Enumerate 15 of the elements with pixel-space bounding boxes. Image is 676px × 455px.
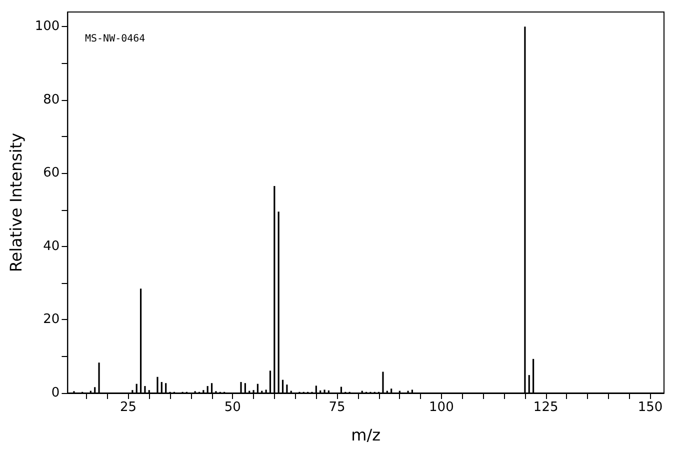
x-tick-label: 125 xyxy=(533,400,558,415)
x-tick-label: 150 xyxy=(638,400,663,415)
y-tick-label: 20 xyxy=(43,312,60,328)
y-axis-title: Relative Intensity xyxy=(6,132,26,272)
x-tick-label: 100 xyxy=(429,400,454,415)
y-tick-label: 100 xyxy=(34,19,60,34)
x-tick-label: 75 xyxy=(328,400,346,415)
x-axis-title: m/z xyxy=(351,426,381,444)
x-tick-label: 50 xyxy=(224,400,241,415)
y-tick-label: 0 xyxy=(51,386,60,400)
y-tick-label: 40 xyxy=(43,238,60,254)
annotation: MS-NW-0464 xyxy=(85,34,146,44)
x-tick-label: 25 xyxy=(120,400,137,415)
y-tick-label: 80 xyxy=(43,92,60,108)
y-tick-label: 60 xyxy=(43,166,60,181)
